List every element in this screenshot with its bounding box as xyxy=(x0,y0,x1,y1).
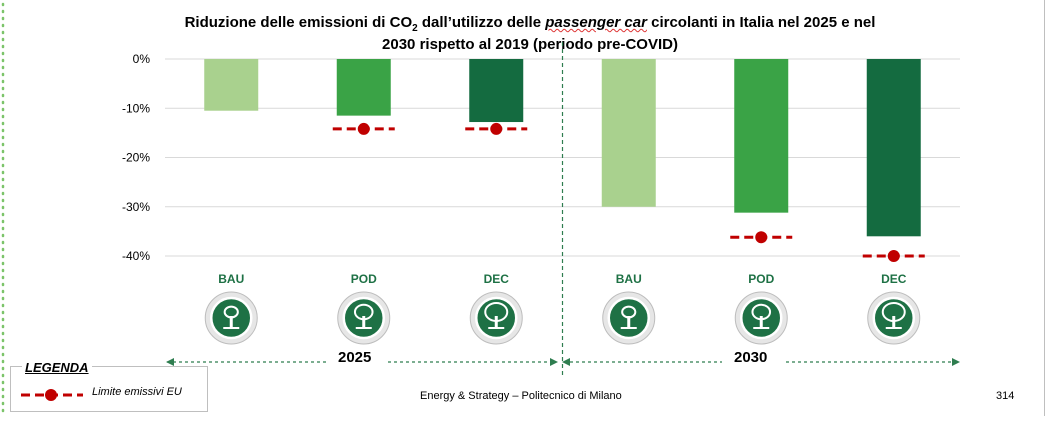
arrowhead-right xyxy=(952,358,960,366)
y-tick-label: 0% xyxy=(133,52,151,66)
arrowhead-left xyxy=(166,358,174,366)
category-label: BAU xyxy=(218,272,244,286)
tree-icon xyxy=(620,305,637,329)
y-tick-label: -30% xyxy=(122,200,150,214)
y-tick-label: -20% xyxy=(122,151,150,165)
page-number: 314 xyxy=(996,390,1015,402)
arrowhead-right xyxy=(550,358,558,366)
tree-icon xyxy=(353,303,374,329)
eu-limit-marker xyxy=(887,250,900,262)
title-italic: passenger car xyxy=(545,14,647,31)
category-label: BAU xyxy=(616,272,642,286)
category-label: POD xyxy=(351,272,377,286)
eu-limit-marker xyxy=(755,231,768,244)
arrowhead-left xyxy=(562,358,570,366)
category-label: POD xyxy=(748,272,774,286)
y-tick-label: -10% xyxy=(122,101,150,115)
bar xyxy=(734,59,789,213)
chart-title: Riduzione delle emissioni di CO2 dall’ut… xyxy=(150,14,910,34)
right-border xyxy=(1044,0,1045,416)
legend-box xyxy=(10,366,208,412)
legend-item-label: Limite emissivi EU xyxy=(92,386,182,398)
title-text-2: dall’utilizzo delle xyxy=(417,14,546,31)
tree-icon xyxy=(751,303,772,329)
bar xyxy=(866,59,921,237)
period-label-2025: 2025 xyxy=(338,349,372,366)
bar xyxy=(601,59,656,207)
title-subscript: 2 xyxy=(412,23,418,34)
bar xyxy=(204,59,259,111)
eu-limit-marker xyxy=(357,122,370,135)
title-text: Riduzione delle emissioni di CO xyxy=(184,14,413,31)
tree-icon xyxy=(223,305,240,329)
tree-icon xyxy=(484,302,509,329)
bar xyxy=(469,59,524,123)
footer-source: Energy & Strategy – Politecnico di Milan… xyxy=(420,390,622,402)
chart-title-line2: 2030 rispetto al 2019 (periodo pre-COVID… xyxy=(382,36,678,53)
period-label-2030: 2030 xyxy=(734,349,768,366)
left-dotted-border xyxy=(0,0,8,416)
category-label: DEC xyxy=(484,272,510,286)
bar xyxy=(336,59,391,116)
tree-icon xyxy=(881,302,906,329)
legend-title: LEGENDA xyxy=(22,360,92,375)
y-tick-label: -40% xyxy=(122,249,150,263)
category-label: DEC xyxy=(881,272,907,286)
eu-limit-marker xyxy=(490,122,503,135)
title-text-3: circolanti in Italia nel 2025 e nel xyxy=(646,14,876,31)
legend-eu-marker xyxy=(45,389,57,401)
